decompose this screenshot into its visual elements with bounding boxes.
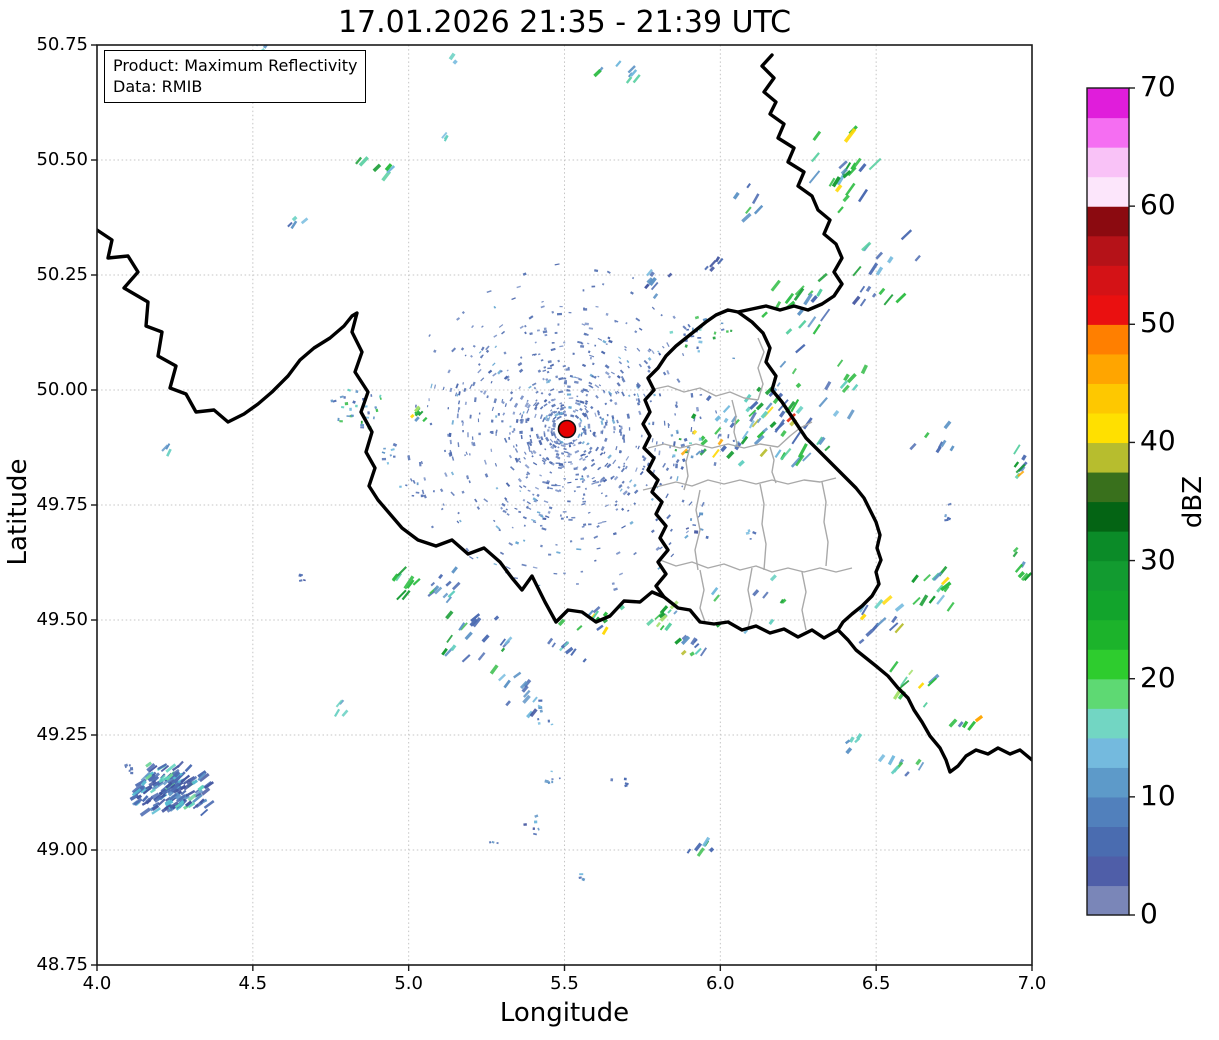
x-tick-label: 6.5 (861, 973, 891, 994)
y-tick-label: 50.75 (36, 34, 88, 55)
product-info-box: Product: Maximum Reflectivity Data: RMIB (104, 50, 367, 103)
x-tick-label: 7.0 (1017, 973, 1047, 994)
data-source-text: Data: RMIB (113, 77, 203, 96)
colorbar-tick-label: 20 (1140, 660, 1176, 694)
canton-borders (642, 337, 853, 631)
y-tick-label: 49.00 (36, 839, 88, 860)
colorbar-tick-label: 40 (1140, 424, 1176, 458)
x-tick-label: 4.5 (238, 973, 268, 994)
product-name-text: Product: Maximum Reflectivity (113, 56, 358, 75)
colorbar (1086, 87, 1135, 916)
axis-tick-marks (91, 44, 1033, 971)
colorbar-tick-label: 30 (1140, 542, 1176, 576)
y-tick-label: 50.00 (36, 379, 88, 400)
y-tick-label: 50.25 (36, 264, 88, 285)
x-tick-label: 6.0 (706, 973, 735, 994)
national-borders (97, 53, 1032, 774)
grid-lines (96, 44, 1033, 966)
radar-site-marker (557, 419, 577, 439)
x-tick-label: 5.0 (394, 973, 423, 994)
colorbar-tick-label: 60 (1140, 188, 1176, 222)
colorbar-tick-label: 50 (1140, 306, 1176, 340)
y-tick-label: 48.75 (36, 954, 88, 975)
radar-echoes (124, 45, 1032, 882)
colorbar-unit-label: dBZ (1178, 475, 1208, 529)
colorbar-tick-label: 0 (1140, 897, 1158, 930)
x-tick-label: 4.0 (82, 973, 112, 994)
y-tick-label: 49.75 (36, 494, 88, 515)
colorbar-tick-label: 70 (1140, 70, 1176, 103)
plot-title: 17.01.2026 21:35 - 21:39 UTC (337, 5, 792, 40)
y-tick-label: 49.50 (36, 609, 88, 630)
y-tick-label: 50.50 (36, 149, 88, 170)
colorbar-tick-label: 10 (1140, 778, 1176, 812)
x-tick-label: 5.5 (550, 973, 579, 994)
y-tick-label: 49.25 (36, 724, 88, 745)
x-axis-label: Longitude (499, 998, 630, 1028)
